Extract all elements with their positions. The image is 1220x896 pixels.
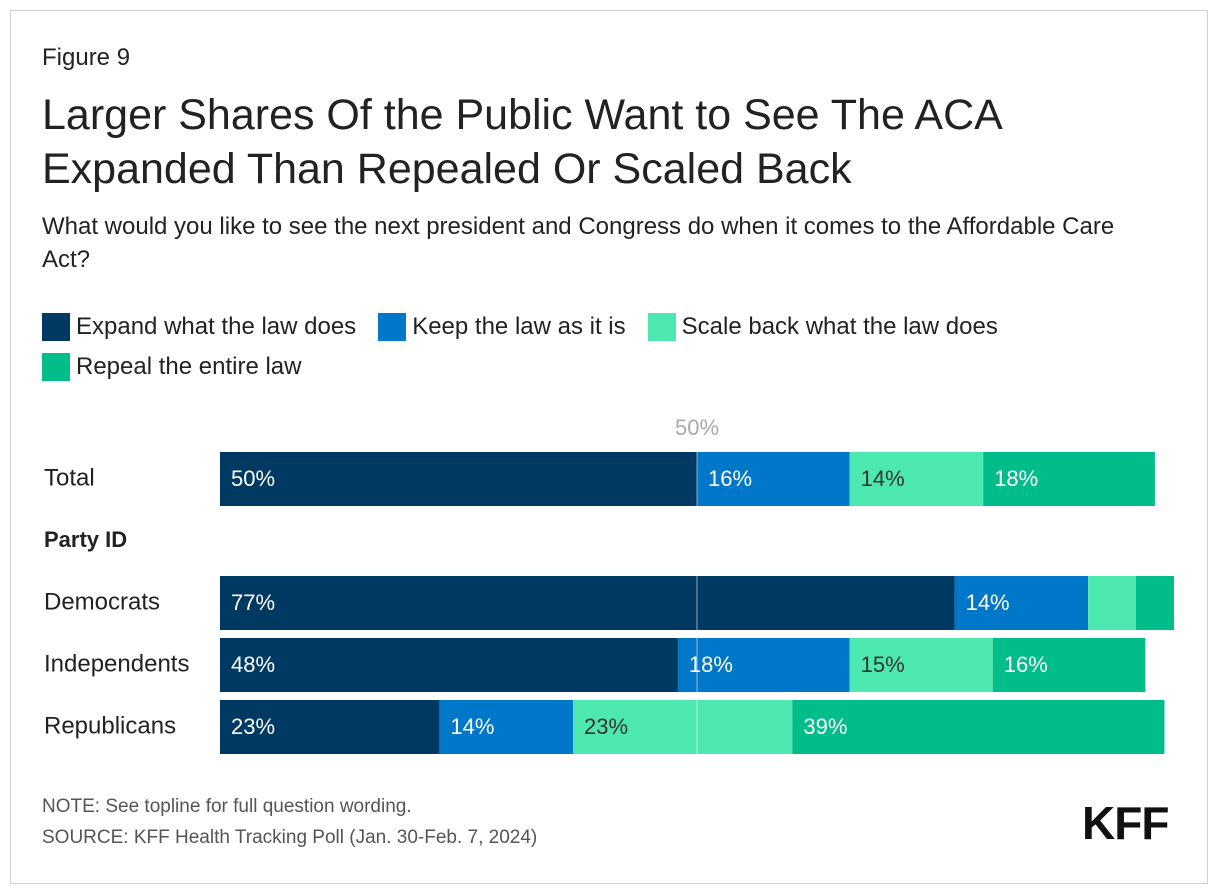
legend-item: Scale back what the law does <box>647 313 998 341</box>
category-label: Democrats <box>44 588 160 615</box>
data-label: 23% <box>231 714 275 739</box>
legend-label: Scale back what the law does <box>681 313 998 340</box>
bar-segment <box>954 576 1089 630</box>
frame <box>10 10 1208 884</box>
bar-segment <box>792 700 1165 754</box>
bar-segment <box>220 452 697 506</box>
bar-segment <box>439 700 573 754</box>
legend: Expand what the law does Keep the law as … <box>42 313 1162 381</box>
category-label: Republicans <box>44 712 176 739</box>
data-label: 16% <box>708 466 752 491</box>
legend-swatch <box>42 313 70 341</box>
legend-label: Expand what the law does <box>76 313 357 340</box>
data-label: 14% <box>861 466 905 491</box>
data-label: 15% <box>861 652 905 677</box>
bar-segment <box>1135 576 1174 630</box>
legend-item: Expand what the law does <box>42 313 356 341</box>
bar-segment <box>849 638 993 692</box>
bar-segment <box>697 452 850 506</box>
source: SOURCE: KFF Health Tracking Poll (Jan. 3… <box>42 827 538 848</box>
bar-segment <box>220 700 440 754</box>
figure-label: Figure 9 <box>42 44 131 71</box>
data-label: 14% <box>966 590 1010 615</box>
legend-item: Repeal the entire law <box>42 353 301 381</box>
legend-swatch <box>42 353 70 381</box>
bar-segment <box>1088 576 1136 630</box>
bar-segment <box>983 452 1155 506</box>
note: NOTE: See topline for full question word… <box>42 796 412 817</box>
chart-subtitle: What would you like to see the next pres… <box>42 213 1115 273</box>
bar-segment <box>220 638 678 692</box>
legend-label: Keep the law as it is <box>412 313 626 340</box>
data-label: 23% <box>584 714 628 739</box>
bar-segment <box>992 638 1146 692</box>
data-label: 16% <box>1004 652 1048 677</box>
category-label: Independents <box>44 650 189 677</box>
data-label: 77% <box>231 590 275 615</box>
category-label: Total <box>44 464 95 491</box>
legend-swatch <box>647 313 676 341</box>
group-label: Party ID <box>44 527 127 552</box>
legend-item: Keep the law as it is <box>378 313 626 341</box>
data-label: 14% <box>450 714 494 739</box>
legend-swatch <box>378 313 407 341</box>
data-label: 39% <box>803 714 847 739</box>
bar-segment <box>220 576 955 630</box>
legend-label: Repeal the entire law <box>76 353 302 380</box>
reference-label: 50% <box>675 415 719 440</box>
data-label: 48% <box>231 652 275 677</box>
bar-segment <box>572 700 793 754</box>
chart-title: Larger Shares Of the Public Want to See … <box>42 91 1001 193</box>
data-label: 18% <box>689 652 733 677</box>
bar-segment <box>849 452 984 506</box>
logo: KFF <box>1082 797 1169 849</box>
data-label: 18% <box>994 466 1038 491</box>
bar-segment <box>677 638 850 692</box>
data-label: 50% <box>231 466 275 491</box>
